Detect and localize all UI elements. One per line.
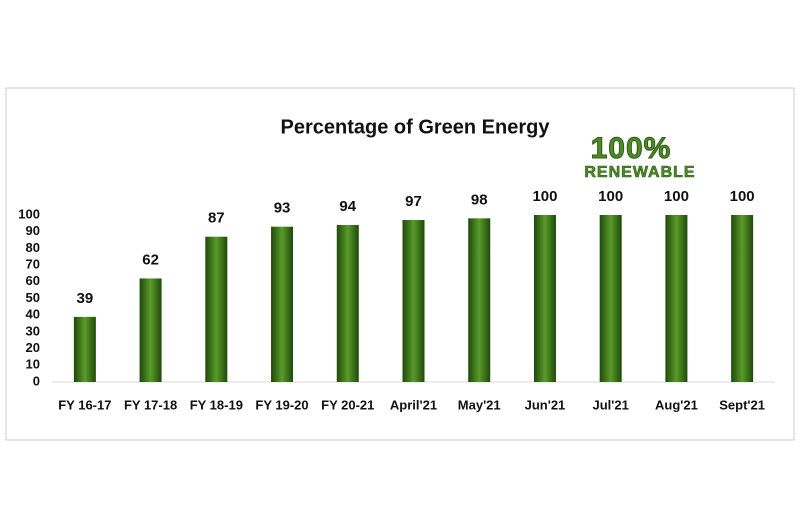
bar: [402, 220, 425, 382]
bar: [731, 215, 754, 382]
y-tick-label: 20: [26, 340, 40, 355]
x-tick-label: Aug'21: [655, 397, 698, 412]
data-label: 100: [664, 188, 689, 205]
data-label: 62: [142, 251, 159, 268]
x-tick-label: Jul'21: [593, 397, 629, 412]
x-tick-label: FY 19-20: [255, 397, 308, 412]
data-label: 93: [274, 200, 291, 217]
bar: [73, 316, 96, 382]
bar: [205, 236, 228, 382]
y-tick-label: 60: [26, 273, 40, 288]
bar: [533, 215, 556, 382]
data-label: 97: [405, 193, 422, 210]
data-label: 100: [598, 188, 623, 205]
x-tick-label: Jun'21: [525, 397, 566, 412]
x-tick-label: May'21: [458, 397, 501, 412]
badge-subtext: RENEWABLE: [584, 164, 695, 181]
chart-title: Percentage of Green Energy: [281, 116, 551, 138]
bar: [139, 278, 162, 382]
y-tick-label: 40: [26, 307, 40, 322]
y-tick-label: 30: [26, 323, 40, 338]
bar: [271, 226, 294, 382]
y-tick-label: 70: [26, 257, 40, 272]
x-tick-label: April'21: [390, 397, 437, 412]
x-tick-label: FY 16-17: [58, 397, 111, 412]
data-label: 94: [339, 198, 356, 215]
data-label: 100: [532, 188, 557, 205]
bar: [665, 215, 688, 382]
x-tick-label: Sept'21: [719, 397, 765, 412]
bar: [336, 225, 359, 382]
bar: [468, 218, 491, 382]
x-tick-label: FY 18-19: [190, 397, 243, 412]
data-label: 87: [208, 210, 225, 227]
y-tick-label: 10: [26, 357, 40, 372]
y-tick-label: 80: [26, 240, 40, 255]
x-tick-label: FY 17-18: [124, 397, 177, 412]
y-tick-label: 90: [26, 223, 40, 238]
data-label: 39: [77, 290, 94, 307]
y-tick-label: 0: [33, 373, 40, 388]
data-label: 98: [471, 191, 488, 208]
y-tick-label: 100: [18, 206, 40, 221]
x-tick-label: FY 20-21: [321, 397, 374, 412]
chart-frame: [5, 87, 795, 441]
bar: [599, 215, 622, 382]
badge-text: 100%: [591, 132, 672, 165]
y-tick-label: 50: [26, 290, 40, 305]
data-label: 100: [730, 188, 755, 205]
